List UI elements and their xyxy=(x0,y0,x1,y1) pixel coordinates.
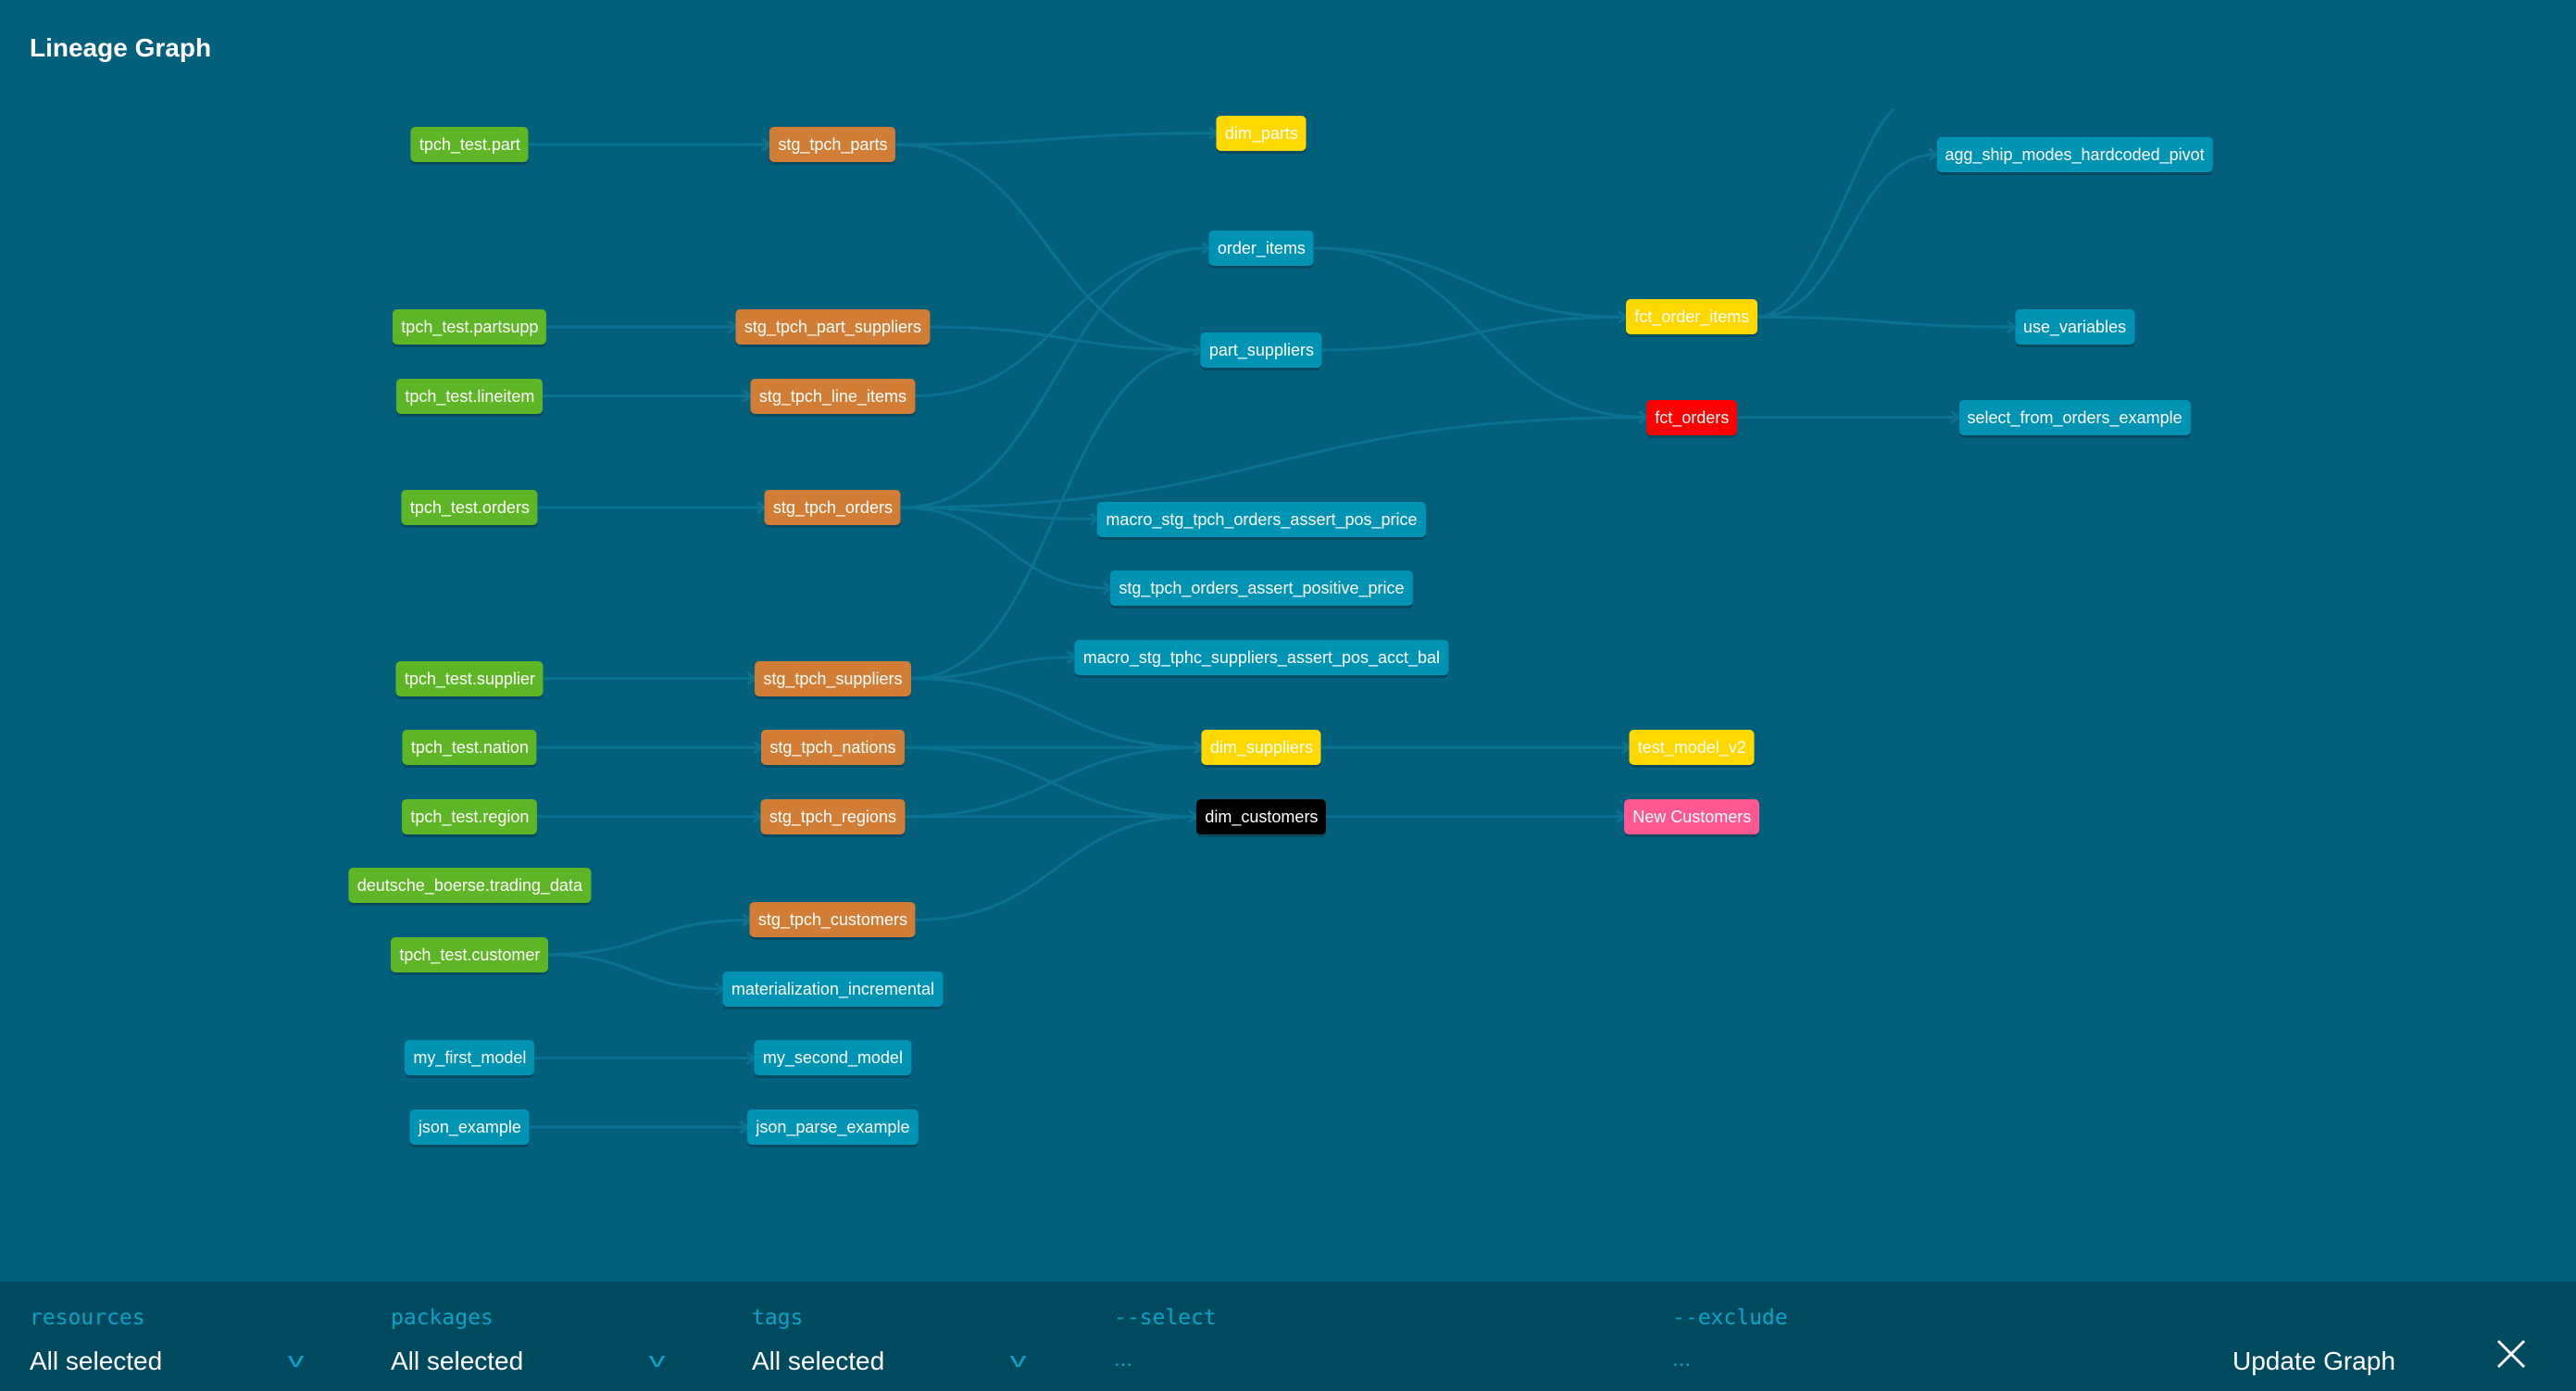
tags-label: tags xyxy=(752,1306,804,1330)
edge-stg-tpch-parts-to-dim-parts xyxy=(895,132,1217,146)
edge-stg-tpch-parts-to-part-suppliers xyxy=(895,143,1201,352)
node-json-parse-example[interactable]: json_parse_example xyxy=(747,1109,919,1145)
edge-fct-order-items-offscreen xyxy=(1757,107,1895,319)
page-title: Lineage Graph xyxy=(30,33,212,62)
edge-stg-tpch-suppliers-to-part-suppliers xyxy=(910,348,1201,681)
node-dim-suppliers[interactable]: dim_suppliers xyxy=(1201,730,1321,766)
node-use-variables[interactable]: use_variables xyxy=(2015,309,2135,345)
node-stg-tpch-orders[interactable]: stg_tpch_orders xyxy=(764,490,901,526)
chevron-down-icon[interactable]: v xyxy=(1009,1348,1027,1372)
filter-bar: resources All selected v packages All se… xyxy=(0,1282,2576,1391)
edge-tpch-test-customer-to-materialization-incremental xyxy=(548,953,723,991)
node-order-items[interactable]: order_items xyxy=(1208,230,1314,266)
edge-stg-tpch-orders-to-order-items xyxy=(900,246,1209,509)
node-fct-orders[interactable]: fct_orders xyxy=(1646,399,1738,435)
node-tpch-test-lineitem[interactable]: tpch_test.lineitem xyxy=(396,378,544,414)
edge-stg-tpch-suppliers-to-dim-suppliers xyxy=(910,677,1202,749)
chevron-down-icon[interactable]: v xyxy=(287,1348,305,1372)
node-tpch-test-nation[interactable]: tpch_test.nation xyxy=(402,730,537,766)
node-stg-tpch-line-items[interactable]: stg_tpch_line_items xyxy=(750,378,915,414)
exclude-input[interactable]: ... xyxy=(1672,1347,1692,1372)
node-tpch-test-part[interactable]: tpch_test.part xyxy=(410,127,529,163)
tags-select[interactable]: All selected xyxy=(752,1347,885,1375)
node-tpch-test-orders[interactable]: tpch_test.orders xyxy=(401,490,538,526)
update-graph-button[interactable]: Update Graph xyxy=(2232,1347,2395,1375)
edge-stg-tpch-orders-to-fct-orders xyxy=(900,416,1647,509)
select-label: --select xyxy=(1114,1306,1217,1330)
node-fct-order-items[interactable]: fct_order_items xyxy=(1626,299,1758,335)
edge-stg-tpch-customers-to-dim-customers xyxy=(915,815,1197,921)
node-part-suppliers[interactable]: part_suppliers xyxy=(1200,332,1322,368)
node-macro-stg-tphc-suppliers-assert-pos-acct-bal[interactable]: macro_stg_tphc_suppliers_assert_pos_acct… xyxy=(1074,639,1449,675)
edge-stg-tpch-orders-to-stg-tpch-orders-assert-positive-price xyxy=(900,506,1111,590)
node-stg-tpch-regions[interactable]: stg_tpch_regions xyxy=(760,798,905,834)
edge-fct-order-items-to-use-variables xyxy=(1757,315,2016,329)
select-input[interactable]: ... xyxy=(1114,1347,1133,1372)
node-stg-tpch-suppliers[interactable]: stg_tpch_suppliers xyxy=(755,660,911,696)
node-tpch-test-supplier[interactable]: tpch_test.supplier xyxy=(395,660,544,696)
node-select-from-orders-example[interactable]: select_from_orders_example xyxy=(1958,399,2191,435)
exclude-label: --exclude xyxy=(1672,1306,1788,1330)
node-stg-tpch-orders-assert-positive-price[interactable]: stg_tpch_orders_assert_positive_price xyxy=(1110,570,1413,607)
node-macro-stg-tpch-orders-assert-pos-price[interactable]: macro_stg_tpch_orders_assert_pos_price xyxy=(1097,501,1426,537)
node-new-customers[interactable]: New Customers xyxy=(1624,798,1760,834)
node-stg-tpch-nations[interactable]: stg_tpch_nations xyxy=(761,730,905,766)
node-tpch-test-customer[interactable]: tpch_test.customer xyxy=(391,936,549,972)
edge-fct-order-items-to-agg-ship-modes-hardcoded-pivot xyxy=(1757,153,1937,319)
node-stg-tpch-part-suppliers[interactable]: stg_tpch_part_suppliers xyxy=(735,309,930,345)
edge-stg-tpch-regions-to-dim-suppliers xyxy=(904,746,1202,819)
packages-select[interactable]: All selected xyxy=(391,1347,524,1375)
node-dim-parts[interactable]: dim_parts xyxy=(1216,115,1307,151)
edge-stg-tpch-orders-to-macro-stg-tpch-orders-assert-pos-price xyxy=(900,506,1098,521)
node-json-example[interactable]: json_example xyxy=(409,1109,530,1145)
resources-select[interactable]: All selected xyxy=(30,1347,163,1375)
edge-stg-tpch-line-items-to-order-items xyxy=(914,246,1209,398)
node-stg-tpch-customers[interactable]: stg_tpch_customers xyxy=(749,902,916,938)
node-dim-customers[interactable]: dim_customers xyxy=(1196,798,1327,834)
resources-label: resources xyxy=(30,1306,145,1330)
node-tpch-test-region[interactable]: tpch_test.region xyxy=(402,798,538,834)
edge-stg-tpch-suppliers-to-macro-stg-tphc-suppliers-assert-pos-acct-bal xyxy=(910,656,1075,681)
node-test-model-v2[interactable]: test_model_v2 xyxy=(1629,730,1755,766)
chevron-down-icon[interactable]: v xyxy=(648,1348,666,1372)
edge-order-items-to-fct-order-items xyxy=(1313,246,1627,319)
node-my-first-model[interactable]: my_first_model xyxy=(405,1040,535,1076)
edge-stg-tpch-part-suppliers-to-part-suppliers xyxy=(929,325,1201,352)
node-my-second-model[interactable]: my_second_model xyxy=(754,1040,911,1076)
edge-part-suppliers-to-fct-order-items xyxy=(1321,315,1627,352)
node-deutsche-boerse-trading-data[interactable]: deutsche_boerse.trading_data xyxy=(348,868,591,904)
node-materialization-incremental[interactable]: materialization_incremental xyxy=(722,971,943,1007)
node-agg-ship-modes-hardcoded-pivot[interactable]: agg_ship_modes_hardcoded_pivot xyxy=(1936,136,2213,172)
lineage-graph-canvas[interactable]: tpch_test.part tpch_test.partsupp tpch_tes… xyxy=(0,0,2576,1282)
edge-tpch-test-customer-to-stg-tpch-customers xyxy=(548,918,750,957)
close-icon[interactable] xyxy=(2495,1337,2528,1371)
node-tpch-test-partsupp[interactable]: tpch_test.partsupp xyxy=(393,309,547,345)
node-stg-tpch-parts[interactable]: stg_tpch_parts xyxy=(769,127,896,163)
packages-label: packages xyxy=(391,1306,494,1330)
